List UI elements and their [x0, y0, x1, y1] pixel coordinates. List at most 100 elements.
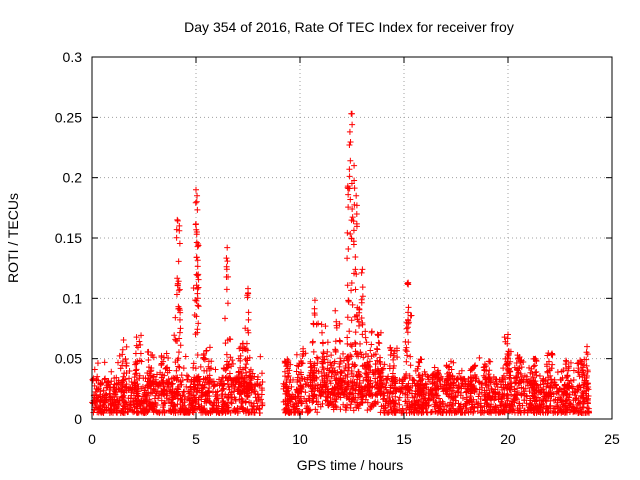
data-point [352, 399, 359, 406]
data-point [546, 390, 553, 397]
data-point [237, 364, 244, 371]
data-point [345, 204, 352, 211]
data-point [337, 406, 344, 413]
data-point [545, 374, 552, 381]
data-point [319, 340, 326, 347]
data-point [192, 331, 199, 338]
data-point [294, 378, 301, 385]
data-point [533, 372, 540, 379]
x-tick-label: 0 [88, 431, 96, 447]
data-point [521, 407, 528, 414]
data-point [361, 385, 368, 392]
data-point [418, 382, 425, 389]
data-point [416, 359, 423, 366]
data-point [405, 304, 412, 311]
data-point [405, 339, 412, 346]
data-point [471, 404, 478, 411]
data-point [311, 297, 318, 304]
data-point [327, 380, 334, 387]
data-point [360, 377, 367, 384]
data-point [447, 381, 454, 388]
data-point [223, 255, 230, 262]
data-points [89, 110, 593, 416]
data-point [239, 404, 246, 411]
data-point [482, 375, 489, 382]
data-point [317, 393, 324, 400]
data-point [432, 403, 439, 410]
data-point [367, 403, 374, 410]
data-point [358, 314, 365, 321]
data-point [196, 404, 203, 411]
data-point [91, 366, 98, 373]
data-point [141, 406, 148, 413]
data-point [378, 369, 385, 376]
data-point [528, 365, 535, 372]
data-point [504, 358, 511, 365]
data-point [344, 373, 351, 380]
data-point [565, 394, 572, 401]
data-point [504, 397, 511, 404]
data-point [206, 344, 213, 351]
data-point [203, 347, 210, 354]
data-point [365, 353, 372, 360]
data-point [295, 363, 302, 370]
data-point [287, 399, 294, 406]
data-point [552, 382, 559, 389]
data-point [222, 315, 229, 322]
data-point [346, 364, 353, 371]
data-point [505, 367, 512, 374]
data-point [201, 384, 208, 391]
data-point [554, 401, 561, 408]
data-point [231, 405, 238, 412]
data-point [193, 186, 199, 193]
data-point [217, 379, 224, 386]
data-point [332, 347, 339, 354]
data-point [148, 403, 155, 410]
data-point [150, 374, 157, 381]
data-point [492, 376, 499, 383]
data-point [494, 383, 501, 390]
data-point [367, 390, 374, 397]
data-point [358, 299, 365, 306]
data-point [123, 343, 130, 350]
data-point [132, 395, 139, 402]
data-point [509, 402, 516, 409]
data-point [353, 380, 360, 387]
data-point [220, 386, 227, 393]
data-point [159, 371, 166, 378]
data-point [175, 363, 182, 370]
data-point [103, 391, 110, 398]
data-point [348, 343, 355, 350]
data-point [228, 400, 235, 407]
data-point [286, 379, 293, 386]
data-point [115, 359, 122, 366]
data-point [376, 340, 383, 347]
data-point [358, 269, 365, 276]
data-point [177, 325, 184, 332]
data-point [337, 338, 344, 345]
data-point [190, 284, 197, 291]
data-point [226, 361, 233, 368]
data-point [514, 367, 521, 374]
data-point [359, 266, 366, 273]
data-point [352, 362, 359, 369]
data-point [224, 408, 231, 415]
data-point [308, 374, 315, 381]
data-point [189, 392, 196, 399]
data-point [194, 389, 201, 396]
data-point [388, 347, 395, 354]
data-point [352, 266, 359, 273]
data-point [138, 385, 145, 392]
data-point [380, 395, 387, 402]
data-point [240, 378, 247, 385]
data-point [186, 395, 193, 402]
data-point [450, 359, 457, 366]
data-point [453, 382, 460, 389]
data-point [102, 375, 109, 382]
data-point [160, 382, 167, 389]
data-point [224, 300, 231, 307]
data-point [345, 191, 352, 198]
data-point [376, 386, 383, 393]
data-point [487, 396, 494, 403]
data-point [448, 384, 455, 391]
